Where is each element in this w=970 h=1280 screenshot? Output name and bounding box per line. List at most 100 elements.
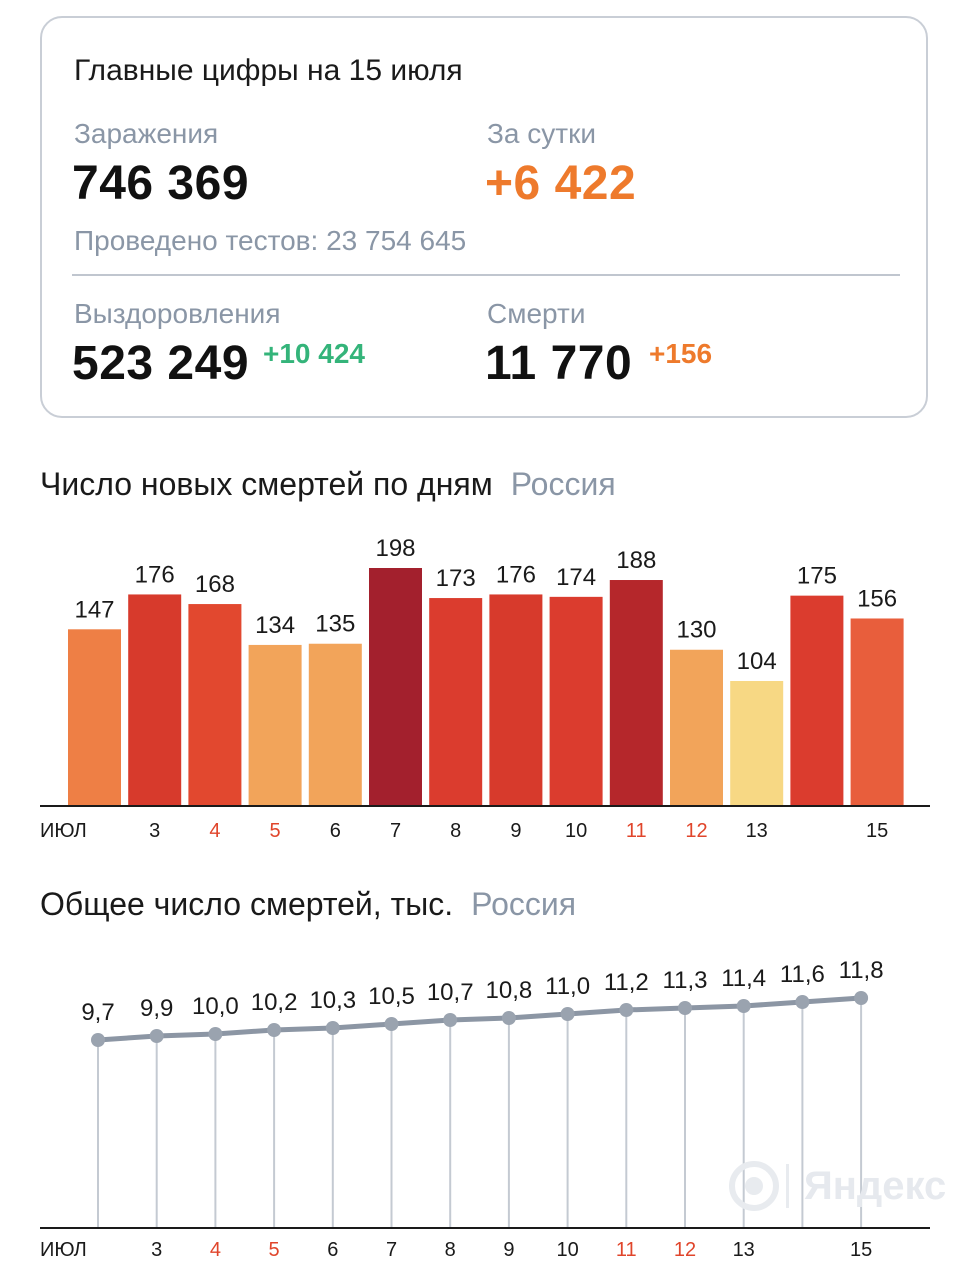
x-tick-label: 13	[733, 1239, 755, 1261]
x-tick-label: 3	[149, 820, 160, 842]
summary-divider	[72, 274, 900, 276]
infections-value: 746 369	[72, 157, 250, 210]
x-tick-label: 12	[685, 820, 707, 842]
point-8	[443, 1013, 458, 1027]
bar-6	[308, 643, 362, 806]
x-tick-label: 15	[850, 1239, 872, 1261]
recoveries-label: Выздоровления	[74, 298, 281, 329]
total-deaths-subtitle: Россия	[471, 886, 577, 922]
point-value-label: 9,7	[81, 999, 114, 1026]
point-12	[678, 1001, 692, 1015]
bar-value-label: 130	[676, 617, 716, 644]
x-tick-label: 6	[330, 820, 341, 842]
x-tick-label: 11	[616, 1239, 637, 1261]
x-tick-label: 9	[510, 820, 521, 842]
total-deaths-series-line	[97, 995, 862, 1043]
x-tick-label: 10	[565, 820, 587, 842]
bar-14	[790, 595, 844, 806]
point-value-label: 11,0	[545, 973, 590, 1000]
summary-title: Главные цифры на 15 июля	[74, 54, 463, 87]
bar-value-label: 198	[375, 535, 415, 562]
bar-12	[670, 649, 723, 806]
daily-deaths-subtitle: Россия	[510, 466, 616, 502]
point-13	[736, 999, 751, 1013]
bar-7	[369, 568, 422, 806]
x-tick-label: 7	[386, 1239, 397, 1261]
bar-value-label: 134	[255, 612, 295, 639]
daily-deaths-chart-title: Число новых смертей по дням Россия	[40, 466, 616, 503]
point-14	[795, 995, 810, 1009]
point-value-label: 11,3	[663, 967, 708, 994]
bar-value-label: 135	[315, 611, 355, 638]
x-tick-label: 4	[210, 1239, 221, 1261]
total-deaths-chart-title: Общее число смертей, тыс. Россия	[40, 886, 576, 923]
daily-deaths-title-text: Число новых смертей по дням	[40, 466, 493, 502]
x-tick-label: 8	[450, 820, 461, 842]
x-tick-label: 12	[674, 1239, 696, 1261]
point-15	[854, 991, 869, 1005]
point-value-label: 10,5	[368, 983, 415, 1010]
x-tick-label: 3	[151, 1239, 162, 1261]
yandex-watermark-text: Яндекс	[804, 1164, 947, 1208]
daily-deaths-bar-chart: 147 176 168 134 135 198 173 176 174 188 130 10 4 175 1…	[40, 535, 930, 842]
point-10	[560, 1007, 575, 1021]
x-tick-label: 8	[445, 1239, 456, 1261]
bar-value-label: 188	[616, 547, 656, 574]
bar-value-label: 147	[74, 596, 114, 623]
bar-13	[730, 680, 784, 806]
deaths-label: Смерти	[487, 298, 586, 329]
point-6	[325, 1021, 340, 1035]
bar-9	[489, 594, 543, 806]
month-label: ИЮЛ	[40, 1239, 87, 1261]
point-value-label: 11,4	[721, 965, 766, 992]
point-value-label: 10,0	[192, 993, 239, 1020]
point-value-label: 10,2	[251, 989, 298, 1016]
point-9	[501, 1011, 516, 1025]
point-7	[384, 1017, 399, 1031]
x-tick-label: 9	[503, 1239, 514, 1261]
summary-card: Главные цифры на 15 июля Заражения 746 3…	[40, 16, 928, 418]
point-value-label: 11,8	[839, 957, 884, 984]
yandex-watermark: Яндекс	[728, 1158, 946, 1214]
bar-8	[429, 598, 483, 806]
point-value-label: 11,2	[604, 969, 649, 996]
x-tick-label: 11	[626, 820, 647, 842]
point-2	[91, 1033, 105, 1047]
point-value-label: 10,7	[427, 979, 474, 1006]
daily-value: +6 422	[485, 157, 637, 210]
bar-value-label: 176	[496, 561, 536, 588]
point-value-label: 10,3	[309, 987, 356, 1014]
point-value-label: 10,8	[486, 977, 533, 1004]
x-tick-label: 4	[209, 820, 220, 842]
bar-11	[609, 580, 663, 806]
bar-value-label: 175	[797, 563, 837, 590]
daily-label: За сутки	[487, 118, 596, 149]
bar-2	[68, 629, 121, 806]
point-value-label: 11,6	[780, 961, 825, 988]
month-label: ИЮЛ	[40, 820, 87, 842]
bar-value-label: 176	[135, 561, 175, 588]
x-tick-label: 6	[327, 1239, 338, 1261]
point-3	[149, 1029, 164, 1043]
bar-5	[248, 644, 302, 806]
bar-4	[188, 604, 242, 806]
recoveries-value: 523 249	[72, 337, 250, 390]
x-tick-label: 7	[390, 820, 401, 842]
bar-3	[128, 594, 182, 806]
recoveries-delta: +10 424	[263, 338, 365, 369]
point-5	[267, 1023, 282, 1037]
bar-value-label: 173	[436, 565, 476, 592]
point-value-label: 9,9	[140, 995, 173, 1022]
bar-value-label: 168	[195, 571, 235, 598]
bar-10	[549, 596, 603, 806]
deaths-delta: +156	[649, 338, 713, 369]
deaths-value: 11 770	[485, 337, 633, 390]
x-tick-label: 10	[556, 1239, 578, 1261]
tests-text: Проведено тестов: 23 754 645	[74, 225, 467, 256]
x-tick-label: 5	[270, 820, 281, 842]
x-tick-label: 15	[866, 820, 888, 842]
yandex-logo-icon	[729, 1161, 789, 1211]
bar-15	[850, 618, 904, 806]
bar-value-label: 156	[857, 585, 897, 612]
bar-value-label: 174	[556, 564, 596, 591]
